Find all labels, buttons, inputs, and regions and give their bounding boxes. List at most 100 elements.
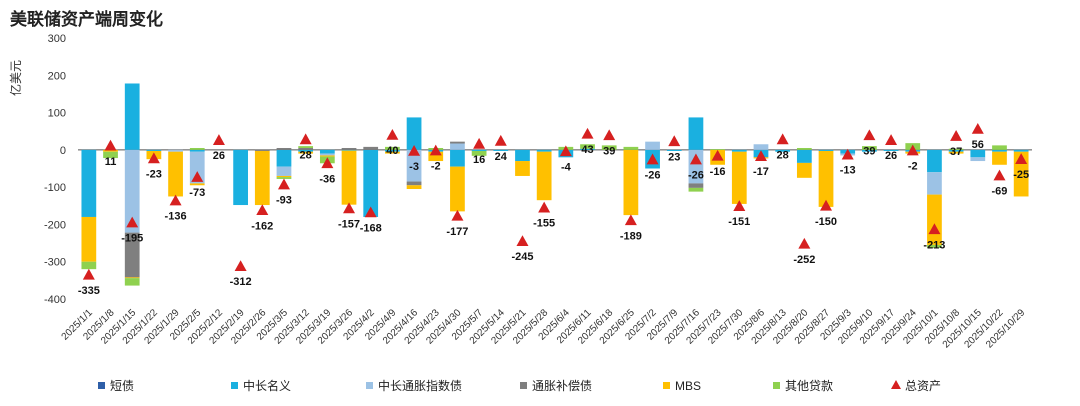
bar-segment — [471, 150, 487, 156]
bar-segment — [298, 149, 314, 152]
data-label: -157 — [338, 218, 360, 230]
legend-swatch — [366, 382, 373, 389]
total-marker — [689, 153, 702, 165]
bar-segment — [623, 149, 639, 216]
bar-segment — [385, 149, 400, 152]
bar-segment — [796, 149, 812, 163]
bar-segment — [298, 147, 314, 150]
total-marker — [473, 137, 486, 149]
total-marker — [624, 214, 637, 226]
total-marker — [885, 134, 898, 145]
bar-segment — [927, 172, 942, 195]
bar-segment — [948, 149, 964, 152]
legend-item-label: 其他贷款 — [785, 379, 833, 393]
total-marker — [104, 139, 117, 151]
data-label: -16 — [710, 166, 726, 178]
bar-segment — [883, 149, 899, 151]
data-label: -213 — [923, 239, 945, 251]
bar-segment — [81, 261, 97, 270]
bar-segment — [406, 149, 422, 182]
bar-segment — [536, 151, 552, 201]
bar-segment — [189, 149, 205, 152]
bar-segment — [970, 157, 986, 162]
bar-segment — [992, 151, 1007, 165]
legend-item-label: MBS — [675, 379, 701, 393]
bar-segment — [688, 117, 704, 150]
bar-segment — [775, 149, 791, 152]
bar-segment — [146, 149, 162, 151]
data-label: 39 — [603, 145, 615, 157]
chart-title: 美联储资产端周变化 — [10, 9, 163, 29]
data-label: 16 — [473, 154, 485, 166]
bar-segment — [124, 278, 140, 286]
y-tick-label: -200 — [44, 219, 66, 231]
legend-item-label: 通胀补偿债 — [532, 378, 592, 393]
data-label: -335 — [78, 285, 100, 297]
y-tick-label: 0 — [60, 145, 66, 157]
bar-segment — [623, 146, 639, 150]
bar-segment — [862, 146, 877, 150]
bar-segment — [515, 161, 530, 176]
total-marker — [169, 194, 182, 206]
bar-segment — [385, 151, 400, 154]
total-marker — [516, 235, 529, 247]
total-marker — [603, 129, 616, 141]
data-label: 26 — [885, 150, 897, 162]
data-label: -69 — [992, 186, 1008, 198]
bar-segment — [515, 149, 530, 162]
bar-segment — [233, 149, 248, 206]
bar-segment — [189, 183, 205, 186]
legend-swatch — [891, 380, 901, 389]
total-marker — [82, 268, 95, 280]
total-marker — [191, 171, 204, 182]
bar-segment — [341, 147, 357, 150]
bar-segment — [666, 149, 682, 151]
bar-segment — [276, 149, 292, 167]
data-label: 23 — [668, 151, 680, 163]
y-tick-label: 100 — [48, 108, 66, 120]
data-label: -168 — [360, 222, 382, 234]
data-label: -151 — [728, 216, 750, 228]
total-marker — [776, 133, 789, 145]
x-axis-ticks: 2025/1/12025/1/82025/1/152025/1/222025/1… — [60, 307, 1028, 350]
y-tick-label: -400 — [44, 294, 66, 306]
bar-segment — [688, 183, 704, 188]
total-marker — [212, 134, 225, 145]
bar-segment — [363, 146, 379, 150]
data-label: 11 — [105, 156, 117, 168]
legend: 短债 中长名义 中长通胀指数债 通胀补偿债 MBS 其他贷款 总资产 — [98, 378, 941, 393]
data-label: -73 — [189, 187, 205, 199]
bar-segment — [688, 149, 704, 184]
bar-segment — [927, 149, 942, 173]
total-marker — [1015, 153, 1028, 164]
bar-segment — [363, 149, 379, 217]
bar-segment — [124, 83, 140, 150]
bar-segment — [254, 149, 270, 151]
bar-segment — [580, 148, 595, 150]
total-marker — [256, 204, 269, 216]
total-marker — [711, 149, 724, 161]
data-label: -136 — [165, 211, 187, 223]
data-label: -245 — [511, 251, 533, 263]
bar-segment — [168, 151, 183, 197]
legend-item-label: 中长名义 — [243, 378, 291, 393]
data-label: -162 — [251, 220, 273, 232]
total-marker — [364, 206, 377, 218]
total-marker — [863, 129, 876, 141]
bars-layer — [81, 83, 1029, 286]
total-marker — [408, 144, 421, 156]
bar-segment — [948, 148, 964, 150]
data-label: 43 — [581, 144, 593, 156]
data-label: -252 — [793, 254, 815, 266]
data-label: 24 — [495, 151, 508, 163]
bar-segment — [796, 147, 812, 150]
bar-segment — [298, 151, 314, 154]
bar-segment — [471, 149, 487, 151]
bar-segment — [168, 149, 183, 152]
bar-segment — [428, 151, 444, 162]
bar-segment — [796, 162, 812, 178]
bar-segment — [645, 141, 660, 150]
total-marker — [820, 199, 833, 211]
bar-segment — [406, 181, 422, 186]
